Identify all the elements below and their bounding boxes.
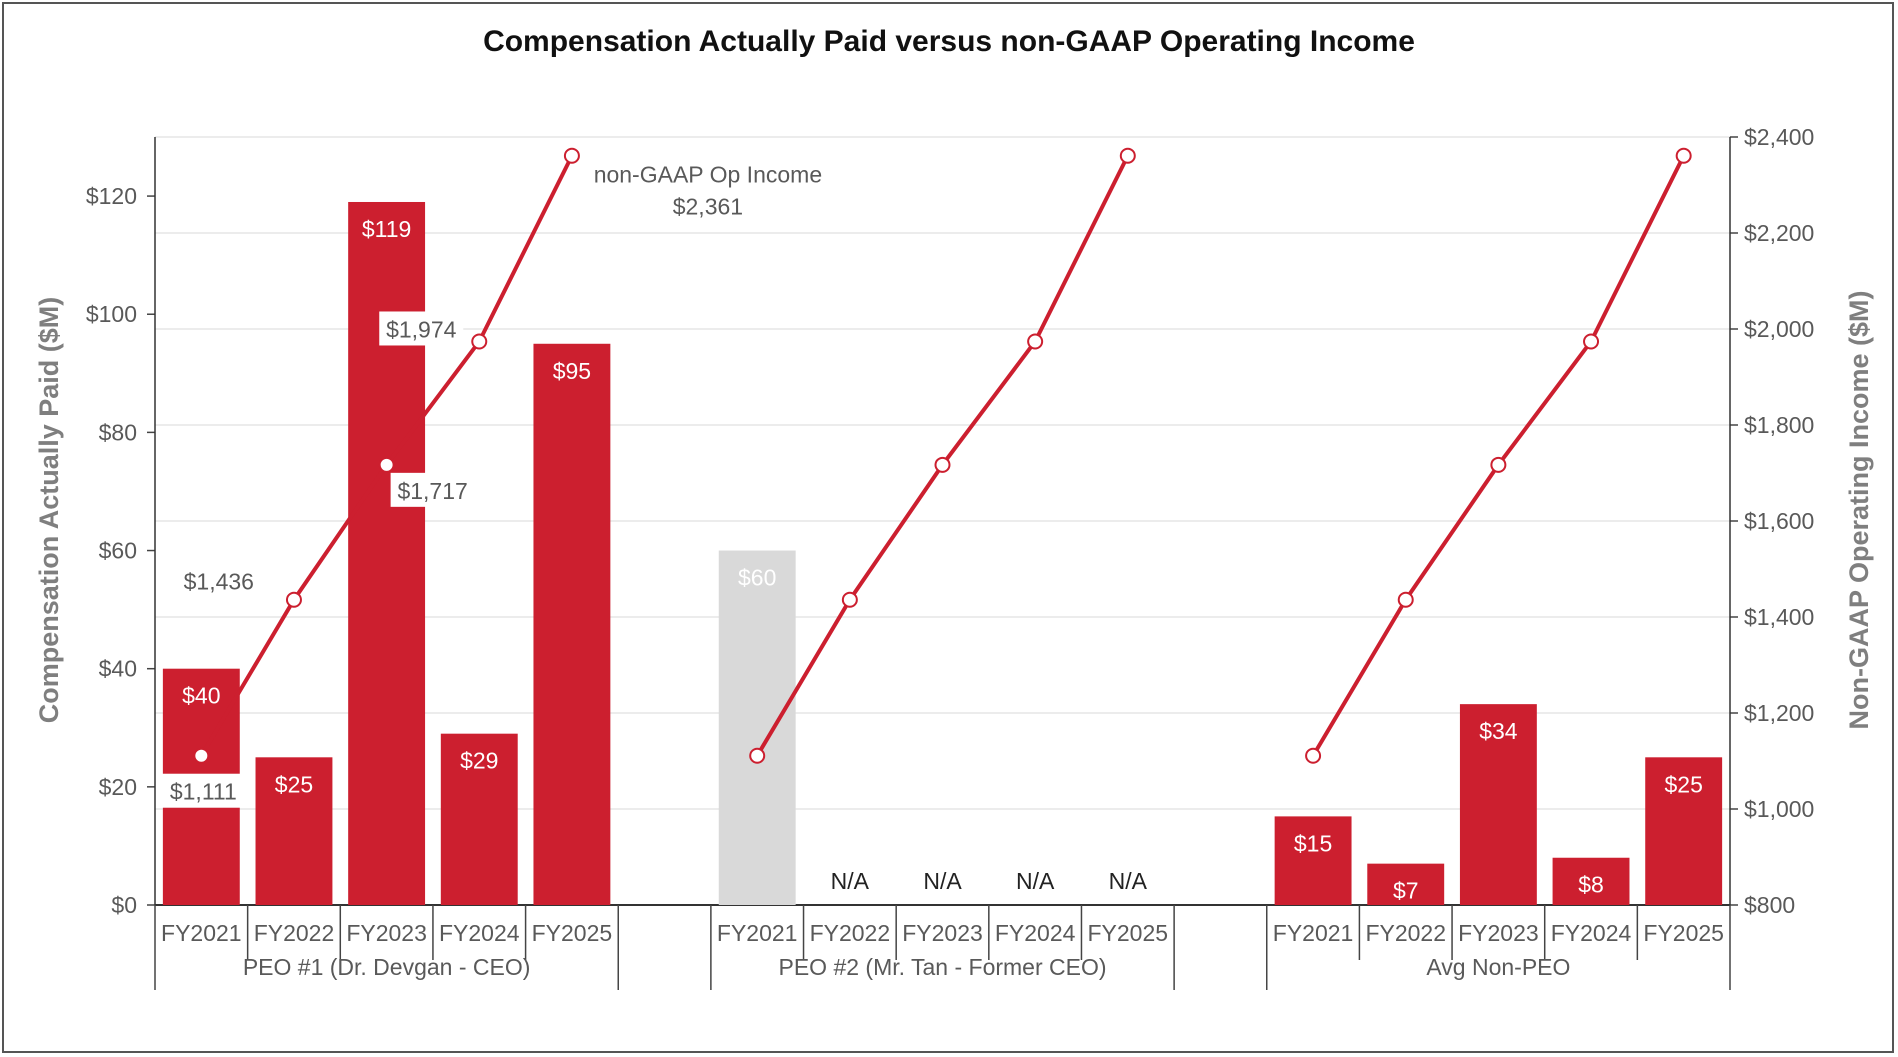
op-income-marker xyxy=(841,591,858,608)
bar-value-label: $95 xyxy=(553,358,591,384)
na-label: N/A xyxy=(923,868,962,894)
line-series xyxy=(193,147,1692,764)
op-income-marker xyxy=(193,747,210,764)
category-label: FY2025 xyxy=(1088,920,1169,946)
bar xyxy=(1367,863,1445,905)
bars xyxy=(162,201,1723,905)
y2-tick-label: $1,000 xyxy=(1744,796,1814,822)
category-label: FY2022 xyxy=(1365,920,1446,946)
group-label: Avg Non-PEO xyxy=(1426,954,1570,980)
category-label: FY2025 xyxy=(532,920,613,946)
na-label: N/A xyxy=(831,868,870,894)
point-label: $1,111 xyxy=(170,779,237,805)
line-name-annotation: non-GAAP Op Income xyxy=(594,162,822,188)
y-tick-label: $100 xyxy=(86,301,137,327)
bar xyxy=(1459,704,1537,905)
y-tick-label: $0 xyxy=(111,892,137,918)
bar-value-label: $29 xyxy=(460,748,498,774)
op-income-marker xyxy=(1583,333,1600,350)
point-label: $1,717 xyxy=(397,478,467,504)
op-income-marker xyxy=(1027,333,1044,350)
op-income-marker xyxy=(1305,747,1322,764)
bar-value-label: $34 xyxy=(1479,718,1518,744)
op-income-marker xyxy=(285,591,302,608)
category-label: FY2024 xyxy=(995,920,1076,946)
category-label: FY2025 xyxy=(1643,920,1724,946)
axes: $800 $1,000 $1,200 $1,400 $1,600 $1,800 $2,000… xyxy=(86,124,1814,990)
annotation-box xyxy=(161,773,246,808)
category-label: FY2023 xyxy=(1458,920,1539,946)
y2-tick-label: $2,400 xyxy=(1744,124,1814,150)
category-label: FY2021 xyxy=(1273,920,1354,946)
annotation-box xyxy=(379,311,464,346)
y2-tick-label: $1,600 xyxy=(1744,508,1814,534)
category-label: FY2021 xyxy=(717,920,798,946)
annotation-box xyxy=(390,472,475,507)
bar-value-label: $25 xyxy=(275,771,313,797)
bar-value-label: $8 xyxy=(1578,872,1604,898)
category-label: FY2024 xyxy=(439,920,520,946)
bar xyxy=(1645,757,1723,905)
op-income-line xyxy=(1311,154,1686,757)
line-last-value-annotation: $2,361 xyxy=(673,194,743,220)
labels: PEO #1 (Dr. Devgan - CEO)FY2021$40FY2022… xyxy=(161,162,1724,980)
y-tick-label: $40 xyxy=(99,656,137,682)
bar-value-label: $60 xyxy=(738,565,776,591)
y2-tick-label: $1,400 xyxy=(1744,604,1814,630)
category-label: FY2021 xyxy=(161,920,242,946)
op-income-marker xyxy=(1675,147,1692,164)
op-income-marker xyxy=(749,747,766,764)
point-label: $1,436 xyxy=(184,569,254,595)
bar xyxy=(255,757,333,905)
bar-value-label: $25 xyxy=(1664,771,1702,797)
category-label: FY2023 xyxy=(902,920,983,946)
bar-value-label: $119 xyxy=(362,216,411,242)
y-axis-label: Compensation Actually Paid ($M) xyxy=(34,297,64,724)
bar xyxy=(1552,857,1630,905)
group-label: PEO #1 (Dr. Devgan - CEO) xyxy=(243,954,531,980)
op-income-marker xyxy=(1397,591,1414,608)
bar xyxy=(348,201,426,905)
y2-tick-label: $1,200 xyxy=(1744,700,1814,726)
na-label: N/A xyxy=(1109,868,1148,894)
y2-axis-label: Non-GAAP Operating Income ($M) xyxy=(1844,290,1874,729)
y-tick-label: $80 xyxy=(99,419,137,445)
bar-value-label: $7 xyxy=(1393,878,1419,904)
y-tick-label: $20 xyxy=(99,774,137,800)
category-label: FY2024 xyxy=(1551,920,1632,946)
y2-tick-label: $800 xyxy=(1744,892,1795,918)
category-label: FY2022 xyxy=(254,920,335,946)
op-income-marker xyxy=(934,456,951,473)
op-income-marker xyxy=(378,456,395,473)
group-label: PEO #2 (Mr. Tan - Former CEO) xyxy=(778,954,1106,980)
bar xyxy=(440,733,518,905)
bar-value-label: $40 xyxy=(182,683,220,709)
category-label: FY2022 xyxy=(810,920,891,946)
bar xyxy=(1274,816,1352,905)
category-label: FY2023 xyxy=(346,920,427,946)
bar xyxy=(533,343,611,905)
na-label: N/A xyxy=(1016,868,1055,894)
bar xyxy=(718,550,796,905)
op-income-marker xyxy=(563,147,580,164)
y-tick-label: $60 xyxy=(99,538,137,564)
op-income-marker xyxy=(471,333,488,350)
chart-title: Compensation Actually Paid versus non-GA… xyxy=(483,25,1415,58)
point-label: $1,974 xyxy=(386,316,457,342)
op-income-marker xyxy=(1119,147,1136,164)
op-income-marker xyxy=(1490,456,1507,473)
bar-value-label: $15 xyxy=(1294,830,1332,856)
y2-tick-label: $2,200 xyxy=(1744,220,1814,246)
op-income-line xyxy=(755,154,1130,757)
y2-tick-label: $1,800 xyxy=(1744,412,1814,438)
y2-tick-label: $2,000 xyxy=(1744,316,1814,342)
y-tick-label: $120 xyxy=(86,183,137,209)
